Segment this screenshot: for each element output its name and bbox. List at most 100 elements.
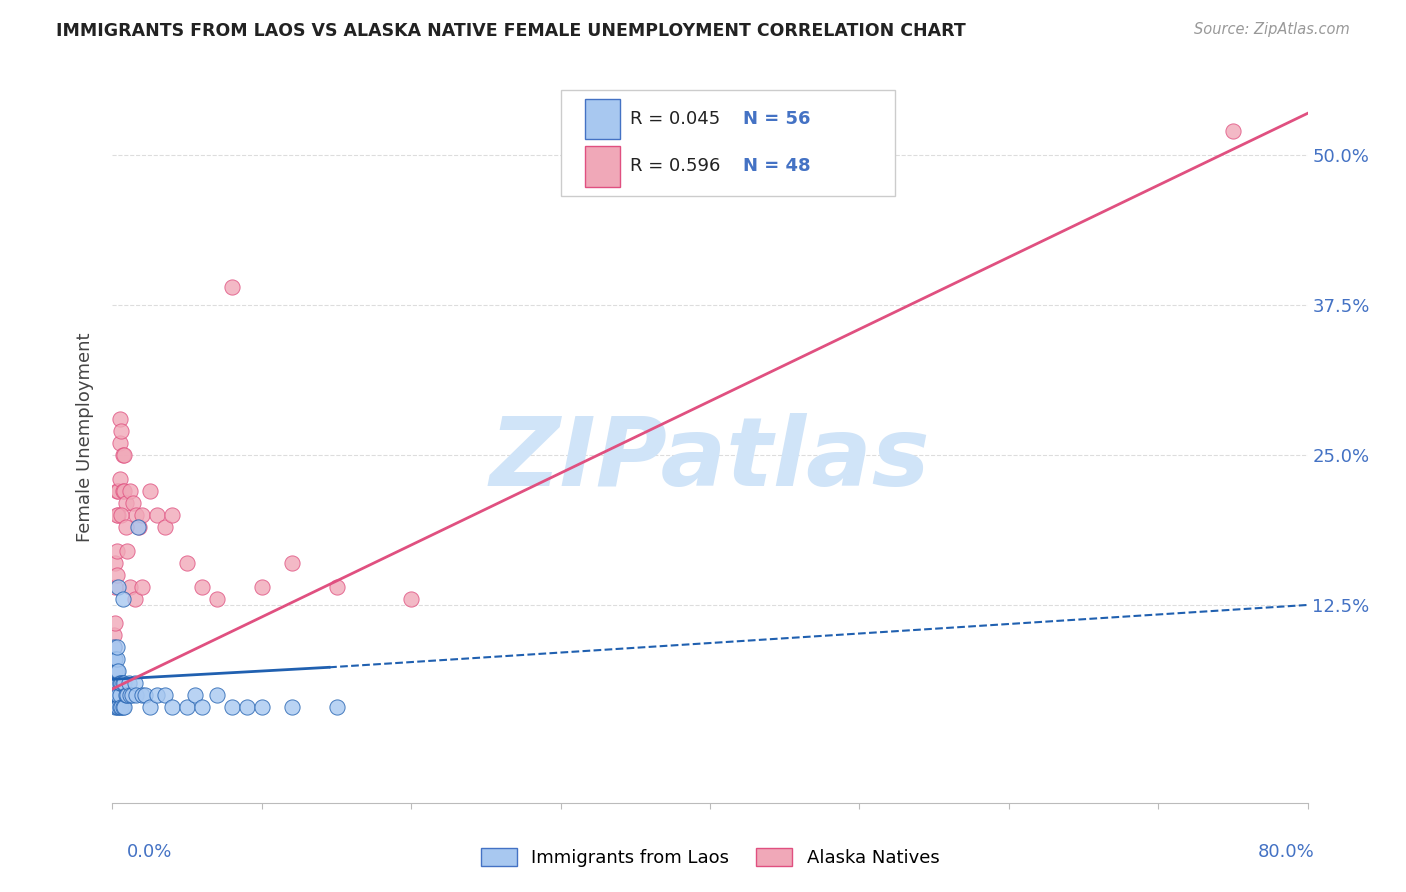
Text: 0.0%: 0.0% xyxy=(127,843,172,861)
Point xyxy=(108,688,131,702)
Point xyxy=(103,652,125,666)
Point xyxy=(110,699,132,714)
Point xyxy=(105,688,128,702)
Point xyxy=(107,580,129,594)
Point xyxy=(114,676,135,690)
FancyBboxPatch shape xyxy=(585,146,620,186)
Text: N = 56: N = 56 xyxy=(744,110,811,128)
Point xyxy=(115,496,138,510)
Point xyxy=(110,676,132,690)
Point xyxy=(105,664,128,678)
Point xyxy=(183,688,205,702)
Point xyxy=(105,699,128,714)
Point xyxy=(139,483,162,498)
Point xyxy=(107,664,129,678)
Point xyxy=(107,676,129,690)
Y-axis label: Female Unemployment: Female Unemployment xyxy=(76,333,94,541)
Point xyxy=(107,699,129,714)
Point xyxy=(114,483,135,498)
Point xyxy=(124,676,146,690)
Point xyxy=(131,580,153,594)
Point xyxy=(191,580,214,594)
Point xyxy=(221,280,243,294)
Point xyxy=(176,699,198,714)
Point xyxy=(105,640,128,654)
Point xyxy=(131,508,153,522)
Point xyxy=(117,688,139,702)
Point xyxy=(325,699,347,714)
Point xyxy=(114,699,135,714)
Point xyxy=(105,508,128,522)
Point xyxy=(121,688,143,702)
Point xyxy=(281,556,304,570)
Point xyxy=(103,676,125,690)
Point xyxy=(104,615,127,630)
Point xyxy=(139,699,162,714)
FancyBboxPatch shape xyxy=(585,99,620,139)
Point xyxy=(103,640,125,654)
Text: R = 0.045: R = 0.045 xyxy=(630,110,720,128)
FancyBboxPatch shape xyxy=(561,90,896,195)
Point xyxy=(118,676,141,690)
Text: N = 48: N = 48 xyxy=(744,158,811,176)
Point xyxy=(104,664,127,678)
Point xyxy=(162,508,183,522)
Point xyxy=(101,652,124,666)
Point xyxy=(101,676,124,690)
Point xyxy=(111,699,134,714)
Point xyxy=(115,688,138,702)
Text: Source: ZipAtlas.com: Source: ZipAtlas.com xyxy=(1194,22,1350,37)
Text: IMMIGRANTS FROM LAOS VS ALASKA NATIVE FEMALE UNEMPLOYMENT CORRELATION CHART: IMMIGRANTS FROM LAOS VS ALASKA NATIVE FE… xyxy=(56,22,966,40)
Point xyxy=(131,688,153,702)
Text: ZIPatlas: ZIPatlas xyxy=(489,412,931,506)
Point xyxy=(250,580,273,594)
Point xyxy=(236,699,259,714)
Point xyxy=(128,520,150,534)
Point xyxy=(107,483,129,498)
Point xyxy=(111,448,134,462)
Point xyxy=(221,699,243,714)
Point xyxy=(111,591,134,606)
Point xyxy=(108,472,131,486)
Point xyxy=(115,520,138,534)
Point xyxy=(103,640,125,654)
Point xyxy=(110,424,132,438)
Point xyxy=(120,688,142,702)
Point xyxy=(104,580,127,594)
Point xyxy=(122,496,145,510)
Point xyxy=(120,483,142,498)
Point xyxy=(281,699,304,714)
Point xyxy=(325,580,347,594)
Point xyxy=(125,508,148,522)
Point xyxy=(205,591,228,606)
Point xyxy=(111,676,134,690)
Point xyxy=(250,699,273,714)
Point xyxy=(104,676,127,690)
Point xyxy=(105,544,128,558)
Point xyxy=(153,688,176,702)
Point xyxy=(127,520,149,534)
Point xyxy=(117,544,139,558)
Point xyxy=(103,664,125,678)
Point xyxy=(124,591,146,606)
Point xyxy=(103,664,125,678)
Point xyxy=(103,628,125,642)
Point xyxy=(104,556,127,570)
Point xyxy=(104,688,127,702)
Point xyxy=(162,699,183,714)
Point xyxy=(105,483,128,498)
Point xyxy=(103,688,125,702)
Point xyxy=(108,699,131,714)
Point xyxy=(108,436,131,450)
Point xyxy=(104,652,127,666)
Point xyxy=(107,688,129,702)
Point xyxy=(108,676,131,690)
Point xyxy=(104,699,127,714)
Point xyxy=(134,688,156,702)
Point xyxy=(110,508,132,522)
Point xyxy=(176,556,198,570)
Point xyxy=(105,676,128,690)
Point xyxy=(103,676,125,690)
Point xyxy=(107,508,129,522)
Legend: Immigrants from Laos, Alaska Natives: Immigrants from Laos, Alaska Natives xyxy=(474,840,946,874)
